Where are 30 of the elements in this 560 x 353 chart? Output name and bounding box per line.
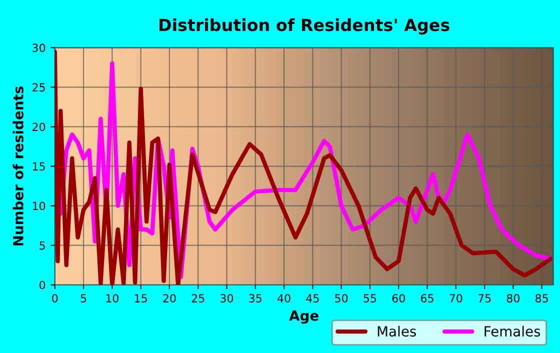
x-tick-label: 0 [52,294,58,302]
x-tick-label: 15 [134,294,147,302]
x-tick-label: 65 [420,294,434,302]
x-tick-label: 80 [506,294,520,302]
x-tick-label: 85 [536,294,548,302]
y-tick-label: 25 [32,83,45,92]
x-tick-label: 45 [306,294,319,302]
x-tick-label: 70 [450,294,462,302]
x-tick-label: 60 [392,294,405,302]
chart-title: Distribution of Residents' Ages [160,18,450,35]
y-tick-label: 30 [32,44,46,52]
y-tick-label: 0 [40,280,46,290]
y-tick-label: 5 [40,241,45,250]
y-axis-title: Number of residents [12,86,24,246]
y-tick-label: 10 [32,202,46,210]
y-tick-label: 20 [32,122,46,132]
x-tick-label: 75 [478,294,491,302]
x-axis-title: Age [289,310,318,324]
x-tick-label: 30 [220,294,234,302]
x-tick-label: 50 [335,294,348,302]
x-tick-label: 35 [249,294,262,302]
x-tick-label: 5 [80,294,86,302]
legend-label: Males [378,326,416,337]
x-tick-label: 40 [278,294,290,302]
x-tick-label: 25 [192,294,204,302]
y-tick-label: 15 [32,162,45,171]
legend-label: Females [484,326,540,337]
x-tick-label: 55 [364,294,376,302]
x-tick-label: 20 [163,294,176,302]
x-tick-label: 10 [106,294,118,302]
